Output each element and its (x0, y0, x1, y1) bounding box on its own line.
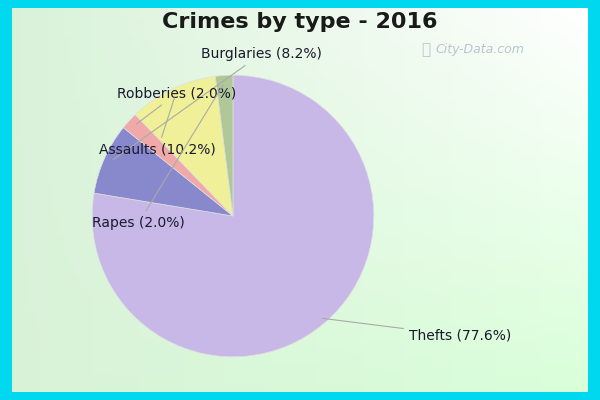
Text: Assaults (10.2%): Assaults (10.2%) (99, 98, 216, 157)
Wedge shape (94, 128, 233, 216)
Text: Crimes by type - 2016: Crimes by type - 2016 (162, 12, 438, 32)
Wedge shape (215, 75, 233, 216)
Wedge shape (124, 114, 233, 216)
Text: Rapes (2.0%): Rapes (2.0%) (92, 85, 223, 230)
Text: Thefts (77.6%): Thefts (77.6%) (322, 318, 511, 343)
Text: City-Data.com: City-Data.com (436, 44, 524, 56)
Text: Burglaries (8.2%): Burglaries (8.2%) (113, 47, 322, 160)
Text: ⓘ: ⓘ (421, 42, 431, 58)
Text: Robberies (2.0%): Robberies (2.0%) (117, 86, 236, 124)
Wedge shape (135, 76, 233, 216)
Wedge shape (92, 75, 374, 357)
